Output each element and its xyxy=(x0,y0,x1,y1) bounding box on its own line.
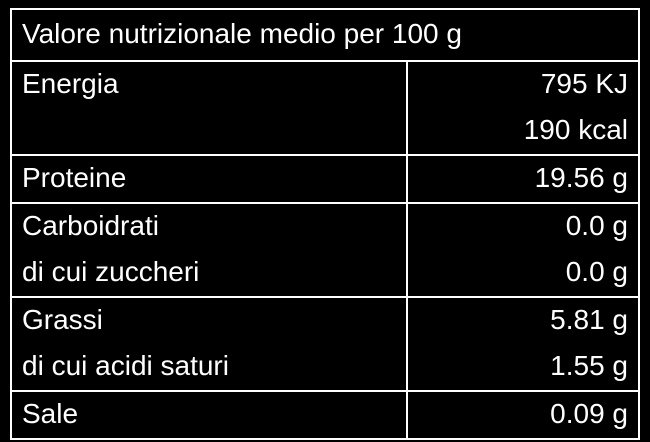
value-cell: 19.56 g xyxy=(406,154,640,204)
nutrient-value: 0.0 g xyxy=(565,210,628,241)
label-cell: Energia xyxy=(10,60,408,156)
table-title: Valore nutrizionale medio per 100 g xyxy=(10,8,640,62)
value-cell: 0.0 g 0.0 g xyxy=(406,202,640,298)
nutrient-label: di cui zuccheri xyxy=(22,256,200,287)
nutrient-value: 0.0 g xyxy=(565,256,628,287)
label-cell: Grassi di cui acidi saturi xyxy=(10,296,408,392)
value-cell: 795 KJ 190 kcal xyxy=(406,60,640,156)
nutrient-value: 5.81 g xyxy=(550,304,628,335)
nutrient-row: Carboidrati di cui zuccheri 0.0 g 0.0 g xyxy=(10,202,640,298)
label-cell: Carboidrati di cui zuccheri xyxy=(10,202,408,298)
header-row: Valore nutrizionale medio per 100 g xyxy=(10,8,640,62)
nutrient-value: 19.56 g xyxy=(534,162,628,193)
nutrient-label xyxy=(22,108,396,154)
nutrient-value: 190 kcal xyxy=(523,114,628,145)
nutrient-label: Grassi xyxy=(22,304,103,335)
nutrient-label: Proteine xyxy=(22,162,127,193)
value-cell: 0.09 g xyxy=(406,390,640,440)
value-cell: 5.81 g 1.55 g xyxy=(406,296,640,392)
table-body: Valore nutrizionale medio per 100 g Ener… xyxy=(10,8,640,440)
nutrient-label: Sale xyxy=(22,398,79,429)
nutrient-value: 0.09 g xyxy=(550,398,628,429)
nutrient-row: Sale 0.09 g xyxy=(10,390,640,440)
nutrient-label: Energia xyxy=(22,68,119,99)
label-cell: Sale xyxy=(10,390,408,440)
nutrition-table: Valore nutrizionale medio per 100 g Ener… xyxy=(10,8,640,440)
nutrient-label: Carboidrati xyxy=(22,210,159,241)
nutrient-value: 795 KJ xyxy=(540,68,628,99)
nutrient-row: Grassi di cui acidi saturi 5.81 g 1.55 g xyxy=(10,296,640,392)
nutrient-label: di cui acidi saturi xyxy=(22,350,229,381)
nutrient-value: 1.55 g xyxy=(550,350,628,381)
label-cell: Proteine xyxy=(10,154,408,204)
nutrient-row: Proteine 19.56 g xyxy=(10,154,640,204)
nutrient-row: Energia 795 KJ 190 kcal xyxy=(10,60,640,156)
